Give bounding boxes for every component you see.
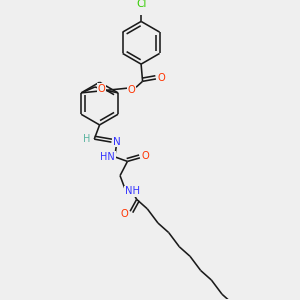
Text: N: N [113, 136, 121, 146]
Text: Cl: Cl [136, 0, 146, 9]
Text: H: H [83, 134, 91, 144]
Text: HN: HN [100, 152, 115, 162]
Text: NH: NH [125, 186, 140, 197]
Text: O: O [121, 209, 129, 219]
Text: O: O [128, 85, 135, 94]
Text: O: O [142, 152, 150, 161]
Text: O: O [98, 84, 106, 94]
Text: O: O [158, 73, 166, 83]
